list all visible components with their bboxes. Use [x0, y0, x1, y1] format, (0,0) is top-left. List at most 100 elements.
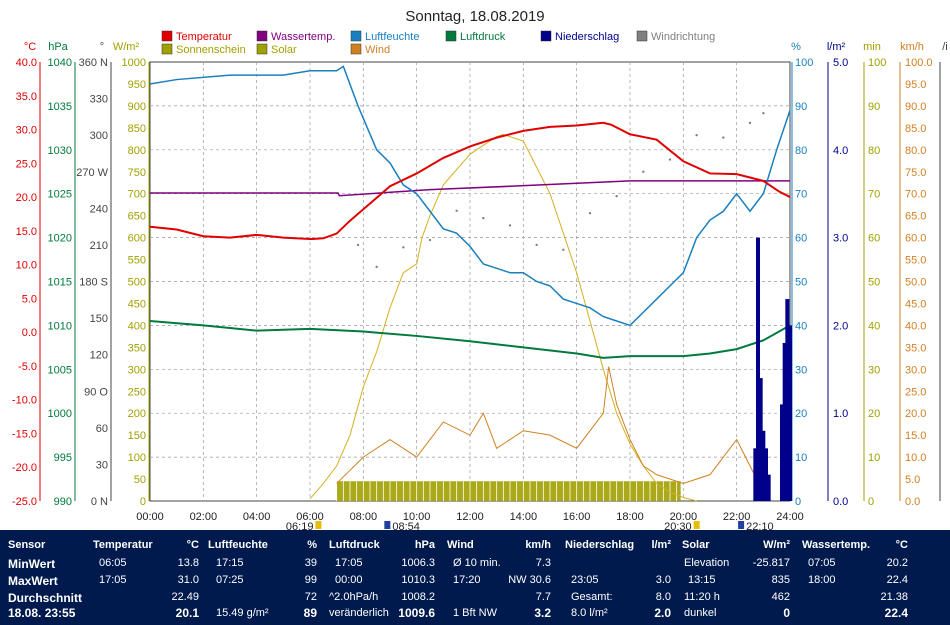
wind-tick-10: 50.0	[905, 277, 926, 289]
hum-abs: 15.49 g/m²	[216, 607, 269, 619]
x-tick-6: 12:00	[456, 511, 484, 523]
humidity-tick-3: 70	[795, 189, 807, 201]
precip-tick-5: 0.0	[833, 496, 848, 508]
wind-dir-point-15	[748, 121, 752, 125]
wind-dir-point-7	[535, 243, 538, 247]
winddir-tick-7: 150	[90, 313, 108, 325]
solar-tick-18: 100	[128, 452, 146, 464]
legend-label-8: Wind	[365, 44, 390, 56]
unit-label-4: %	[791, 41, 801, 53]
wind-tick-18: 10.0	[905, 452, 926, 464]
precip-tick-0: 5.0	[833, 57, 848, 69]
precip-bar-0	[753, 448, 758, 501]
col-pressure: Luftdruck hPa 17:05 1006.3 00:00 1010.3 …	[329, 530, 439, 625]
hum-current: 89	[303, 606, 317, 620]
x-tick-9: 18:00	[616, 511, 644, 523]
sunshine-bar	[336, 481, 681, 501]
unit-label-1: hPa	[48, 41, 68, 53]
humidity-tick-9: 10	[795, 452, 807, 464]
temp-unit: °C	[186, 539, 199, 551]
wind-tick-13: 35.0	[905, 342, 926, 354]
rain-day: 8.0 l/m²	[571, 607, 608, 619]
water-min-time: 07:05	[808, 557, 836, 569]
water-min: 20.2	[886, 557, 908, 569]
pressure-tick-8: 1000	[48, 408, 72, 420]
wind-tick-15: 25.0	[905, 386, 926, 398]
wind-tick-6: 70.0	[905, 189, 926, 201]
humidity-tick-0: 100	[795, 57, 813, 69]
hum-max: 99	[304, 574, 317, 586]
water-avg: 21.38	[880, 591, 908, 603]
x-tick-1: 02:00	[190, 511, 218, 523]
legend-swatch-7	[256, 43, 268, 55]
unit-label-3: W/m²	[113, 41, 140, 53]
temp-max-time: 17:05	[99, 574, 127, 586]
winddir-tick-6: 180 S	[79, 277, 108, 289]
temp-min: 13.8	[177, 557, 199, 569]
temp-tick-6: 10.0	[16, 260, 37, 272]
humidity-tick-10: 0	[795, 496, 801, 508]
press-avg: 1008.2	[401, 591, 435, 603]
wind-unit: km/h	[525, 539, 551, 551]
unit-label-5: l/m²	[827, 41, 846, 53]
sensor-header: Sensor	[8, 539, 46, 551]
humidity-tick-7: 30	[795, 364, 807, 376]
wind-bft: 1 Bft NW	[453, 607, 498, 619]
max-label: MaxWert	[8, 574, 58, 588]
solar-tick-20: 0	[140, 496, 146, 508]
pressure-tick-2: 1030	[48, 145, 72, 157]
wind-avg: 7.7	[535, 591, 551, 603]
wind-tick-14: 30.0	[905, 364, 926, 376]
solar-tick-16: 200	[128, 408, 146, 420]
sunmin-tick-2: 80	[868, 145, 880, 157]
winddir-tick-0: 360 N	[79, 57, 108, 69]
precip-bar-5	[766, 474, 771, 501]
rain-total: 8.0	[655, 591, 671, 603]
press-current: 1009.6	[398, 606, 435, 620]
sunmin-tick-10: 0	[868, 496, 874, 508]
legend-label-1: Wassertemp.	[271, 31, 335, 43]
solar-unit: W/m²	[763, 539, 790, 551]
temp-avg: 22.49	[171, 591, 199, 603]
temp-tick-1: 35.0	[16, 91, 37, 103]
legend-label-2: Luftfeuchte	[365, 31, 419, 43]
wind-tick-4: 80.0	[905, 145, 926, 157]
legend: Temperatur Wassertemp. Luftfeuchte Luftdruc…	[161, 30, 715, 56]
pressure-tick-6: 1010	[48, 320, 72, 332]
solar-state: dunkel	[684, 607, 717, 619]
press-unit: hPa	[414, 539, 435, 551]
solar-tick-12: 400	[128, 320, 146, 332]
pressure-tick-10: 990	[54, 496, 72, 508]
water-current: 22.4	[884, 606, 908, 620]
x-marker-1	[384, 521, 391, 529]
sunmin-tick-6: 40	[868, 320, 880, 332]
legend-label-7: Solar	[271, 44, 297, 56]
wind-dir-point-1	[375, 265, 378, 269]
sunmin-tick-4: 60	[868, 233, 880, 245]
wind-tick-12: 40.0	[905, 320, 926, 332]
winddir-tick-11: 30	[96, 459, 108, 471]
plot-area	[149, 61, 792, 502]
water-header: Wassertemp.	[802, 539, 871, 551]
precip-tick-2: 3.0	[833, 233, 848, 245]
temp-tick-8: 0.0	[22, 327, 37, 339]
rain-max-time: 23:05	[571, 574, 599, 586]
wind-tick-1: 95.0	[905, 79, 926, 91]
hum-min-time: 17:15	[216, 557, 244, 569]
winddir-tick-12: 0 N	[91, 496, 108, 508]
temp-current: 20.1	[175, 606, 199, 620]
legend-swatch-5	[636, 30, 648, 42]
sunmin-tick-1: 90	[868, 101, 880, 113]
wind-dir-point-5	[482, 216, 485, 220]
press-max: 1010.3	[401, 574, 435, 586]
x-tick-3: 06:00	[296, 511, 324, 523]
solar-tick-2: 900	[128, 101, 146, 113]
x-tick-11: 22:00	[723, 511, 751, 523]
temp-max: 31.0	[177, 574, 199, 586]
x-tick-4: 08:00	[350, 511, 378, 523]
chart-title: Sonntag, 18.08.2019	[405, 8, 544, 25]
x-marker-3	[738, 521, 745, 529]
col-temperature: Temperatur °C 06:05 13.8 17:05 31.0 22.4…	[93, 530, 203, 625]
legend-label-4: Niederschlag	[555, 31, 619, 43]
